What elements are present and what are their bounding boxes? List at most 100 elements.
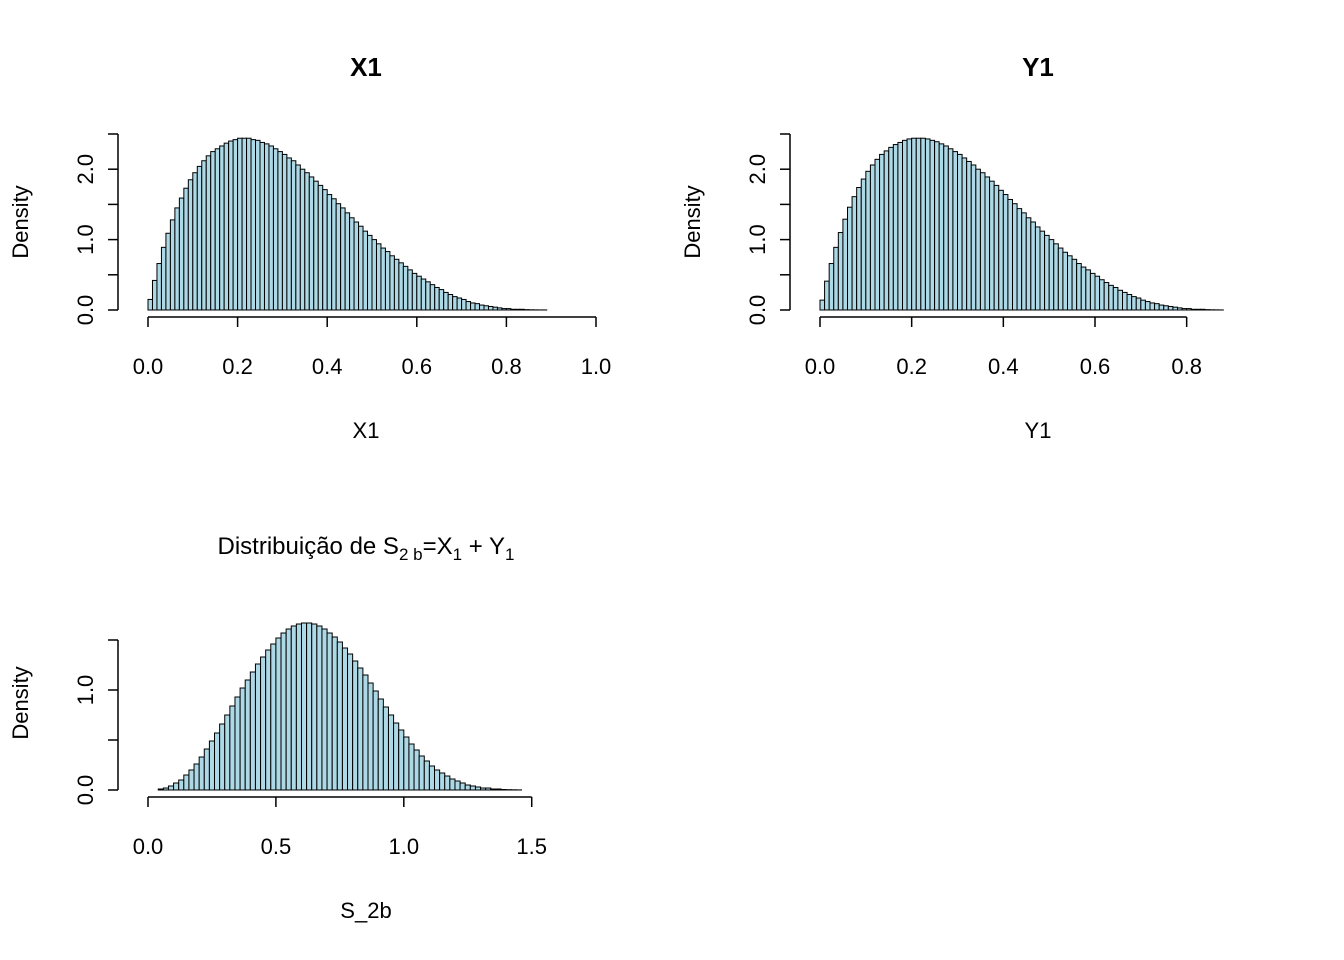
histogram-bar xyxy=(1199,308,1206,311)
x-tick-label: 0.8 xyxy=(1171,354,1202,379)
histogram-bar xyxy=(232,139,239,311)
histogram-bar xyxy=(295,623,302,791)
histogram-bar xyxy=(1057,247,1064,311)
histogram-bar xyxy=(902,139,908,311)
histogram-bar xyxy=(393,258,400,311)
histogram-bar xyxy=(989,180,995,311)
bars xyxy=(819,137,1224,311)
histogram-bar xyxy=(1108,284,1114,311)
histogram-bar xyxy=(358,225,364,311)
histogram-bar xyxy=(311,623,318,791)
histogram-bar xyxy=(1071,258,1078,311)
y-tick-label: 0.0 xyxy=(73,295,98,326)
histogram-bar xyxy=(911,137,917,311)
y-axis-label: Density xyxy=(8,185,33,258)
histogram-bar xyxy=(228,140,234,311)
y-tick-label: 1.0 xyxy=(745,224,770,255)
histogram-bar xyxy=(966,160,972,311)
x-tick-label: 0.6 xyxy=(1080,354,1111,379)
histogram-bar xyxy=(1103,282,1110,311)
histogram-bar xyxy=(1158,304,1165,311)
histogram-bar xyxy=(1039,230,1046,311)
x-axis-label: X1 xyxy=(353,418,380,443)
histogram-bar xyxy=(1186,308,1192,311)
y-tick-label: 1.0 xyxy=(73,224,98,255)
histogram-bar xyxy=(984,176,991,311)
y-tick-label: 1.0 xyxy=(73,675,98,706)
histogram-bar xyxy=(326,632,333,791)
histogram-bar xyxy=(336,641,343,791)
histogram-bar xyxy=(447,294,454,311)
chart-title: Distribuição de S2 b=X1 + Y1 xyxy=(218,533,515,564)
histogram-bar xyxy=(1177,307,1183,311)
histogram-bar xyxy=(362,230,369,311)
histogram-bar xyxy=(439,772,446,791)
bars xyxy=(157,622,522,791)
title-mid: =X xyxy=(423,533,453,560)
histogram-bar xyxy=(398,262,404,311)
histogram-bar xyxy=(347,653,354,791)
histogram-bar xyxy=(229,705,236,791)
histogram-bar xyxy=(219,145,225,311)
histogram-bar xyxy=(505,308,512,311)
histogram-bar xyxy=(198,756,205,791)
histogram-bar xyxy=(1140,299,1146,311)
histogram-bar xyxy=(1080,266,1087,311)
histogram-bar xyxy=(979,172,986,311)
histogram-bar xyxy=(313,180,319,311)
x-tick-label: 0.4 xyxy=(988,354,1019,379)
histogram-bar xyxy=(295,164,301,311)
histogram-bar xyxy=(449,778,456,791)
x-axis-label: S_2b xyxy=(340,898,391,923)
x-tick-label: 0.0 xyxy=(133,834,164,859)
histogram-bar xyxy=(929,139,936,311)
histogram-bar xyxy=(461,298,467,311)
histogram-bar xyxy=(281,153,288,311)
histogram-bar xyxy=(1067,255,1073,311)
histogram-bar xyxy=(408,743,415,791)
histogram-bar xyxy=(214,148,221,311)
histogram-bar xyxy=(210,151,216,311)
histogram-bar xyxy=(393,722,400,791)
histogram-bar xyxy=(1172,306,1179,311)
histogram-bar xyxy=(1007,198,1013,311)
histogram-bar xyxy=(957,153,963,311)
histogram-bar xyxy=(1135,297,1142,311)
histogram-bar xyxy=(993,184,1000,311)
histogram-bar xyxy=(1048,239,1055,311)
histogram-bar xyxy=(883,150,890,311)
histogram-bar xyxy=(300,622,308,791)
x-tick-label: 0.5 xyxy=(261,834,292,859)
histogram-bar xyxy=(833,246,839,311)
histogram-bar xyxy=(480,787,487,791)
histogram-bar xyxy=(456,297,463,311)
histogram-bar xyxy=(1195,308,1201,311)
histogram-bar xyxy=(1034,226,1041,311)
histogram-bar xyxy=(389,255,395,311)
histogram-bar xyxy=(510,308,516,311)
histogram-bar xyxy=(380,247,386,311)
histogram-bar xyxy=(403,736,410,791)
axes: 0.0 0.2 0.4 0.6 0.8 1.0 0.0 1.0 2.0 xyxy=(73,133,611,379)
histogram-bar xyxy=(434,769,441,791)
histogram-bar xyxy=(1154,303,1160,311)
histogram-bar xyxy=(402,265,409,311)
histogram-bar xyxy=(952,151,958,311)
histogram-bar xyxy=(469,785,476,791)
histogram-bar xyxy=(183,187,189,311)
histogram-bar xyxy=(377,698,384,791)
histogram-bar xyxy=(387,714,395,791)
histogram-bar xyxy=(429,284,436,311)
histogram-bar xyxy=(151,279,158,311)
histogram-bar xyxy=(1163,305,1169,311)
x-axis-label: Y1 xyxy=(1025,418,1052,443)
histogram-bar xyxy=(860,178,867,311)
histogram-bar xyxy=(1181,308,1188,311)
histogram-bar xyxy=(286,157,292,311)
histogram-bar xyxy=(237,137,243,311)
histogram-bar xyxy=(837,232,844,311)
histogram-bar xyxy=(1126,294,1133,311)
histogram-bar xyxy=(353,221,360,311)
histogram-bar xyxy=(1062,251,1069,311)
histogram-bar xyxy=(975,168,981,311)
